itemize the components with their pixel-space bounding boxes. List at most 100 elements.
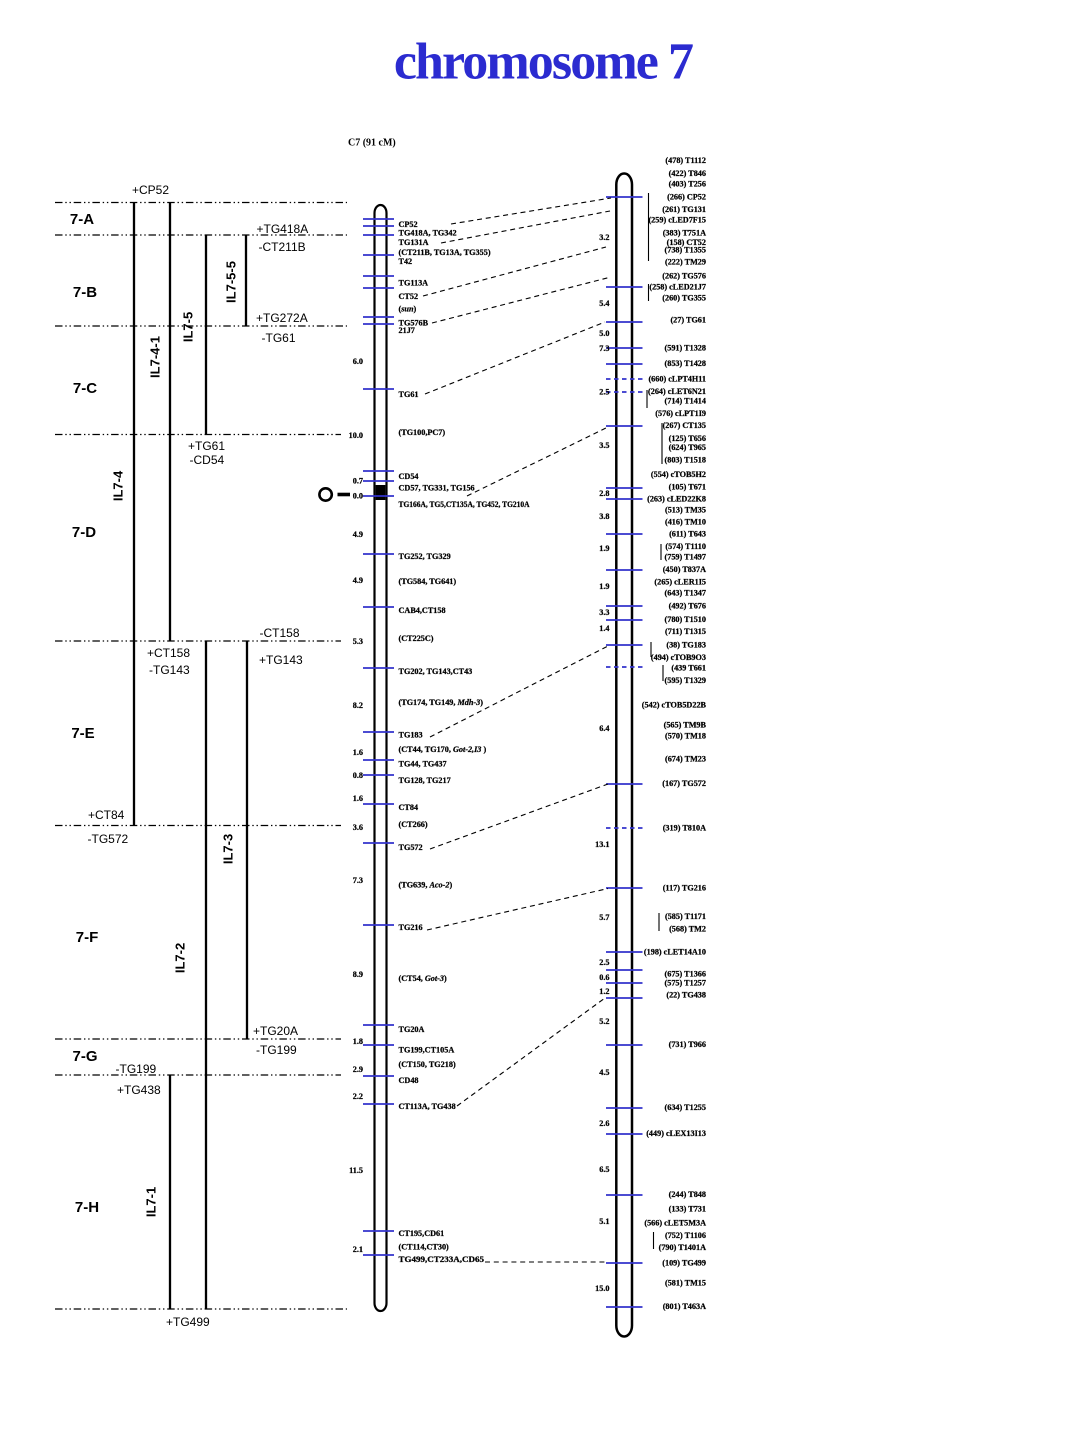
svg-text:7-C: 7-C (73, 380, 97, 397)
svg-text:6.4: 6.4 (599, 724, 609, 733)
svg-text:-CD54: -CD54 (190, 453, 225, 467)
svg-text:7-D: 7-D (72, 524, 96, 541)
svg-text:(CT54, Got-3): (CT54, Got-3) (399, 974, 448, 983)
svg-text:3.6: 3.6 (353, 823, 363, 832)
svg-text:TG131A: TG131A (399, 238, 429, 247)
svg-text:+TG438: +TG438 (117, 1083, 161, 1097)
svg-text:(566) cLET5M3A: (566) cLET5M3A (644, 1219, 706, 1228)
svg-text:(581) TM15: (581) TM15 (665, 1279, 706, 1288)
svg-text:TG252, TG329: TG252, TG329 (399, 552, 451, 561)
svg-text:(611) T643: (611) T643 (669, 530, 706, 539)
svg-text:IL7-4: IL7-4 (111, 470, 126, 501)
svg-text:13.1: 13.1 (595, 840, 609, 849)
svg-text:1.9: 1.9 (599, 582, 609, 591)
svg-text:(542) cTOB5D22B: (542) cTOB5D22B (642, 701, 707, 710)
svg-text:C7 (91 cM): C7 (91 cM) (348, 138, 396, 149)
svg-text:2.5: 2.5 (599, 958, 609, 967)
svg-text:IL7-1: IL7-1 (144, 1187, 159, 1217)
svg-text:(403) T256: (403) T256 (669, 180, 706, 189)
svg-text:(262) TG576: (262) TG576 (662, 272, 706, 281)
svg-text:(416) TM10: (416) TM10 (665, 518, 706, 527)
svg-text:7-A: 7-A (70, 211, 94, 228)
svg-text:CT84: CT84 (399, 803, 419, 812)
svg-text:(383) T751A: (383) T751A (663, 229, 706, 238)
svg-text:CT195,CD61: CT195,CD61 (399, 1229, 445, 1238)
svg-text:4.9: 4.9 (353, 576, 363, 585)
svg-text:(449) cLEX13I13: (449) cLEX13I13 (646, 1129, 706, 1138)
svg-text:TG61: TG61 (399, 390, 419, 399)
svg-text:(CT211B, TG13A, TG355): (CT211B, TG13A, TG355) (399, 248, 491, 257)
svg-text:CD57, TG331, TG156: CD57, TG331, TG156 (399, 484, 475, 493)
svg-text:CD54: CD54 (399, 472, 419, 481)
svg-text:7-B: 7-B (73, 284, 97, 301)
svg-text:+CP52: +CP52 (132, 183, 169, 197)
svg-text:TG202, TG143,CT43: TG202, TG143,CT43 (399, 667, 473, 676)
svg-text:1.4: 1.4 (599, 624, 609, 633)
svg-text:(222) TM29: (222) TM29 (665, 258, 706, 267)
svg-text:0.6: 0.6 (599, 973, 609, 982)
svg-text:+TG20A: +TG20A (253, 1024, 298, 1038)
svg-text:(575) T1257: (575) T1257 (665, 979, 706, 988)
svg-text:(TG584, TG641): (TG584, TG641) (399, 577, 457, 586)
svg-text:TG20A: TG20A (399, 1025, 425, 1034)
svg-text:(660) cLPT4H11: (660) cLPT4H11 (648, 375, 706, 384)
svg-text:15.0: 15.0 (595, 1284, 609, 1293)
svg-text:8.2: 8.2 (353, 701, 363, 710)
svg-text:(133) T731: (133) T731 (669, 1205, 706, 1214)
svg-text:(780) T1510: (780) T1510 (665, 615, 706, 624)
svg-text:+TG418A: +TG418A (257, 222, 309, 236)
svg-text:(260) TG355: (260) TG355 (662, 294, 706, 303)
svg-text:(568) TM2: (568) TM2 (669, 925, 706, 934)
svg-text:(167) TG572: (167) TG572 (662, 779, 706, 788)
svg-text:(422) T846: (422) T846 (669, 169, 706, 178)
svg-text:T42: T42 (399, 257, 413, 266)
svg-text:1.2: 1.2 (599, 987, 609, 996)
svg-text:(591) T1328: (591) T1328 (665, 344, 706, 353)
svg-text:7-F: 7-F (76, 929, 99, 946)
svg-text:3.8: 3.8 (599, 512, 609, 521)
svg-text:TG166A, TG5,CT135A, TG452, TG2: TG166A, TG5,CT135A, TG452, TG210A (399, 500, 530, 509)
svg-text:CAB4,CT158: CAB4,CT158 (399, 606, 446, 615)
svg-text:+TG61: +TG61 (188, 439, 225, 453)
svg-text:TG44, TG437: TG44, TG437 (399, 760, 447, 769)
svg-text:-TG572: -TG572 (88, 832, 129, 846)
svg-text:-CT158: -CT158 (260, 626, 300, 640)
svg-text:CD48: CD48 (399, 1076, 419, 1085)
svg-text:TG199,CT105A: TG199,CT105A (399, 1046, 455, 1055)
svg-text:(711) T1315: (711) T1315 (665, 627, 706, 636)
svg-text:IL7-4-1: IL7-4-1 (148, 336, 163, 378)
svg-text:0.0: 0.0 (353, 492, 363, 501)
svg-text:2.6: 2.6 (599, 1119, 609, 1128)
svg-text:10.0: 10.0 (349, 431, 363, 440)
svg-text:(38) TG183: (38) TG183 (666, 641, 706, 650)
svg-text:IL7-5-5: IL7-5-5 (224, 261, 239, 303)
svg-text:1.6: 1.6 (353, 748, 363, 757)
svg-text:(492) T676: (492) T676 (669, 602, 706, 611)
svg-text:(450) T837A: (450) T837A (663, 565, 706, 574)
svg-text:(CT44, TG170, Got-2,I3 ): (CT44, TG170, Got-2,I3 ) (399, 745, 487, 754)
svg-text:7.3: 7.3 (599, 344, 609, 353)
svg-text:(CT114,CT30): (CT114,CT30) (399, 1243, 450, 1252)
svg-text:+TG499: +TG499 (166, 1315, 210, 1329)
svg-text:(801) T463A: (801) T463A (663, 1302, 706, 1311)
svg-text:CP52: CP52 (399, 220, 418, 229)
svg-text:(595) T1329: (595) T1329 (665, 676, 706, 685)
svg-text:IL7-2: IL7-2 (173, 943, 188, 973)
svg-text:(853) T1428: (853) T1428 (665, 359, 706, 368)
svg-text:21J7: 21J7 (399, 326, 415, 335)
svg-text:-TG199: -TG199 (116, 1062, 157, 1076)
svg-text:(263) cLED22K8: (263) cLED22K8 (647, 495, 706, 504)
svg-text:7.3: 7.3 (353, 876, 363, 885)
svg-text:3.2: 3.2 (599, 233, 609, 242)
svg-text:(570) TM18: (570) TM18 (665, 732, 706, 741)
svg-text:(CT150, TG218): (CT150, TG218) (399, 1060, 456, 1069)
svg-text:5.3: 5.3 (353, 637, 363, 646)
svg-text:CT52: CT52 (399, 292, 419, 301)
svg-text:(158) CT52: (158) CT52 (667, 238, 706, 247)
svg-text:6.5: 6.5 (599, 1165, 609, 1174)
svg-text:(675) T1366: (675) T1366 (665, 970, 706, 979)
svg-text:+CT158: +CT158 (147, 646, 190, 660)
svg-text:7-E: 7-E (71, 725, 94, 742)
svg-text:(565) TM9B: (565) TM9B (664, 721, 707, 730)
svg-text:1.6: 1.6 (353, 794, 363, 803)
